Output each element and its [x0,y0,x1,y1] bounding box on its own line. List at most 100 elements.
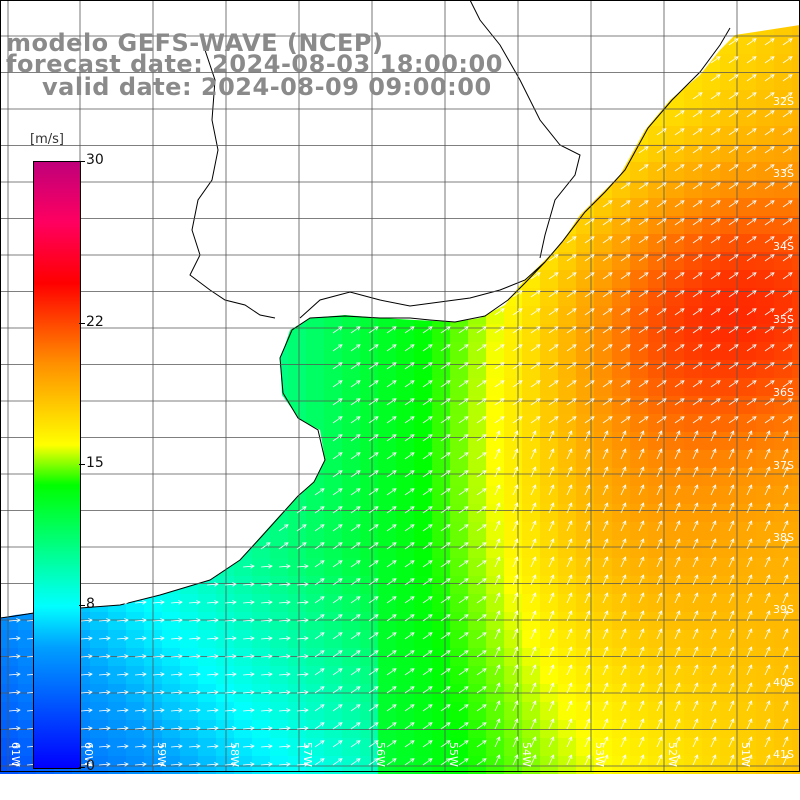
wind-arrow [494,592,501,604]
wind-arrowhead [730,682,735,688]
wind-arrow [314,560,325,568]
wind-arrow [548,290,559,298]
wind-arrow [530,326,541,334]
wind-arrowhead [589,416,595,421]
wind-arrowhead [355,344,361,349]
speed-cell [792,738,800,756]
wind-arrow [404,398,415,406]
wind-arrowhead [268,564,273,569]
wind-arrow [764,646,771,658]
latitude-label: 41S [773,748,794,761]
wind-arrowhead [427,326,433,331]
wind-arrowhead [694,754,699,760]
wind-arrowhead [481,344,487,349]
wind-arrow [638,272,649,280]
wind-arrow [494,430,501,442]
wind-arrow [80,673,92,676]
wind-arrow [656,754,663,766]
wind-arrow [314,740,325,748]
wind-arrow [710,56,721,64]
wind-arrow [476,470,487,478]
wind-arrowhead [586,484,591,490]
speed-cell [792,504,800,522]
wind-arrow [746,736,753,748]
wind-arrow [566,416,577,424]
wind-arrow [350,614,361,622]
wind-arrowhead [568,736,573,742]
wind-arrowhead [445,452,451,457]
wind-arrowhead [622,502,627,508]
wind-arrowhead [373,542,379,547]
wind-arrow [746,308,757,316]
longitude-label: 57W [301,742,314,767]
wind-arrowhead [196,600,201,605]
wind-arrow [458,722,469,730]
wind-arrow [134,637,146,640]
speed-cell [306,342,324,360]
wind-arrowhead [427,452,433,457]
wind-arrowhead [643,362,649,367]
wind-arrowhead [250,690,255,695]
wind-arrowhead [553,380,559,385]
wind-arrowhead [427,560,433,565]
wind-arrowhead [733,398,739,403]
wind-arrowhead [643,308,649,313]
wind-arrow [422,704,433,712]
wind-arrowhead [679,398,685,403]
lat-lon-grid [0,0,800,772]
wind-arrow [782,484,789,496]
wind-arrow [350,668,361,676]
wind-arrow [422,632,433,640]
wind-arrow [746,200,757,208]
wind-arrowhead [463,398,469,403]
wind-arrowhead [658,646,663,652]
wind-arrowhead [784,448,789,454]
wind-arrow [728,128,739,136]
wind-arrowhead [355,416,361,421]
wind-arrowhead [787,182,793,187]
wind-arrowhead [766,448,771,454]
wind-arrowhead [268,690,273,695]
wind-arrow [512,484,519,496]
wind-arrowhead [661,128,667,133]
wind-arrow [638,592,645,604]
colorbar-tick-label: 22 [86,314,104,330]
wind-arrowhead [463,452,469,457]
wind-arrowhead [88,618,93,623]
wind-arrow [422,380,433,388]
wind-arrow [386,578,397,586]
wind-arrow [764,718,771,730]
wind-arrow [98,655,110,658]
wind-arrowhead [463,488,469,493]
wind-arrowhead [658,682,663,688]
wind-arrowhead [514,466,519,472]
wind-arrowhead [622,610,627,616]
wind-arrowhead [640,520,645,526]
wind-arrowhead [751,272,757,277]
wind-arrowhead [463,650,469,655]
speed-cell [306,396,324,414]
wind-arrowhead [697,398,703,403]
speed-cell [792,378,800,396]
wind-arrow [386,614,397,622]
wind-arrowhead [445,632,451,637]
wind-arrow [260,619,272,622]
wind-arrowhead [568,430,573,436]
wind-arrow [440,506,451,514]
wind-arrowhead [751,398,757,403]
wind-arrow [224,583,236,586]
wind-arrowhead [178,708,183,713]
wind-arrow [728,380,739,388]
wind-arrow [386,506,397,514]
wind-arrowhead [391,434,397,439]
wind-arrow [602,574,609,586]
wind-arrowhead [481,542,487,547]
wind-arrowhead [496,538,501,544]
wind-arrow [566,700,573,712]
wind-arrowhead [586,556,591,562]
wind-arrowhead [751,74,757,79]
wind-arrowhead [304,690,309,695]
wind-arrow [782,344,793,352]
wind-arrowhead [679,218,685,223]
wind-arrowhead [784,556,789,562]
